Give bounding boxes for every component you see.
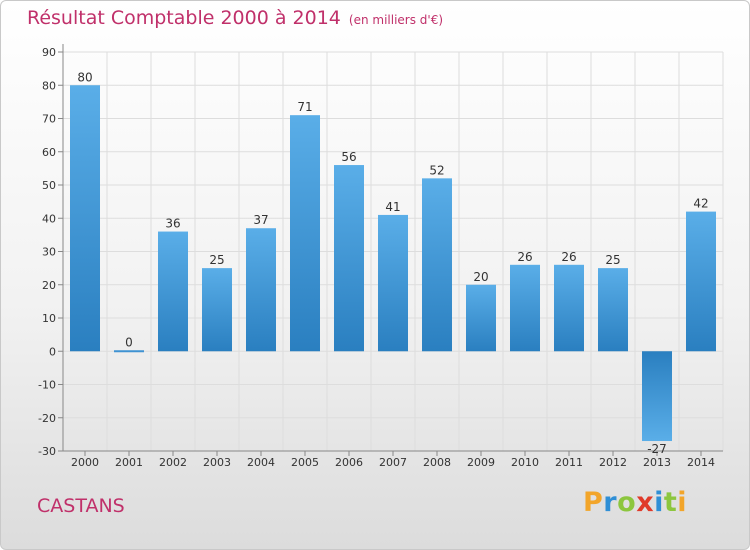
bar xyxy=(554,264,584,352)
bar xyxy=(598,268,628,352)
data-label: 26 xyxy=(517,250,532,264)
commune-name: CASTANS xyxy=(37,495,125,517)
bar xyxy=(686,211,716,352)
proxiti-logo: Proxiti xyxy=(583,487,687,518)
data-label: 71 xyxy=(297,100,312,114)
data-label: 37 xyxy=(253,213,268,227)
logo-letter: o xyxy=(617,487,637,518)
x-tick-label: 2011 xyxy=(555,456,583,469)
y-tick-label: 50 xyxy=(42,179,56,192)
data-label: 42 xyxy=(693,197,708,211)
data-label: 41 xyxy=(385,200,400,214)
y-tick-label: 80 xyxy=(42,79,56,92)
bar xyxy=(290,115,320,352)
grid xyxy=(62,51,724,452)
x-tick-label: 2008 xyxy=(423,456,451,469)
data-label: 25 xyxy=(605,253,620,267)
y-tick-label: -30 xyxy=(38,445,56,458)
chart-title: Résultat Comptable 2000 à 2014 xyxy=(27,7,341,29)
data-label: 0 xyxy=(125,335,133,349)
data-label: 56 xyxy=(341,150,356,164)
x-tick-label: 2007 xyxy=(379,456,407,469)
chart-unit: (en milliers d'€) xyxy=(348,13,444,27)
data-labels: 80 0 36 25 37 71 56 41 52 20 26 26 25 -27 42 xyxy=(77,70,708,456)
x-tick-label: 2003 xyxy=(203,456,231,469)
x-tick-label: 2010 xyxy=(511,456,539,469)
bar xyxy=(422,178,452,352)
logo-letter: r xyxy=(603,487,618,518)
bar xyxy=(510,264,540,352)
x-tick-label: 2006 xyxy=(335,456,363,469)
x-tick-label: 2014 xyxy=(687,456,715,469)
x-tick-label: 2013 xyxy=(643,456,671,469)
x-tick-label: 2002 xyxy=(159,456,187,469)
x-tick-label: 2004 xyxy=(247,456,275,469)
bar xyxy=(246,228,276,352)
logo-letter: x xyxy=(636,487,655,518)
bars xyxy=(70,85,716,442)
x-tick-label: 2005 xyxy=(291,456,319,469)
y-tick-label: 40 xyxy=(42,212,56,225)
data-label: 52 xyxy=(429,163,444,177)
data-label: 80 xyxy=(77,70,92,84)
chart-title-block: Résultat Comptable 2000 à 2014 (en millie… xyxy=(27,7,443,29)
bar xyxy=(202,268,232,352)
bar xyxy=(158,231,188,352)
bar xyxy=(70,85,100,352)
y-tick-label: 90 xyxy=(42,46,56,59)
y-tick-label: 10 xyxy=(42,312,56,325)
bar xyxy=(114,350,144,353)
data-label: 25 xyxy=(209,253,224,267)
x-tick-label: 2001 xyxy=(115,456,143,469)
y-tick-label: 70 xyxy=(42,113,56,126)
x-tick-label: 2000 xyxy=(71,456,99,469)
data-label: 36 xyxy=(165,217,180,231)
bar xyxy=(466,284,496,352)
data-label: 20 xyxy=(473,270,488,284)
x-tick-label: 2012 xyxy=(599,456,627,469)
y-tick-label: -20 xyxy=(38,412,56,425)
logo-letter: t xyxy=(663,487,678,518)
logo-letter: i xyxy=(654,487,664,518)
y-tick-label: 30 xyxy=(42,246,56,259)
y-tick-label: 60 xyxy=(42,146,56,159)
y-tick-label: 20 xyxy=(42,279,56,292)
bar xyxy=(378,214,408,352)
data-label: -27 xyxy=(647,442,667,456)
bar xyxy=(334,165,364,352)
data-label: 26 xyxy=(561,250,576,264)
bar xyxy=(642,351,672,442)
logo-letter: P xyxy=(583,487,604,518)
logo-letter: i xyxy=(677,487,688,518)
y-tick-label: 0 xyxy=(49,345,56,358)
y-tick-label: -10 xyxy=(38,379,56,392)
x-tick-label: 2009 xyxy=(467,456,495,469)
